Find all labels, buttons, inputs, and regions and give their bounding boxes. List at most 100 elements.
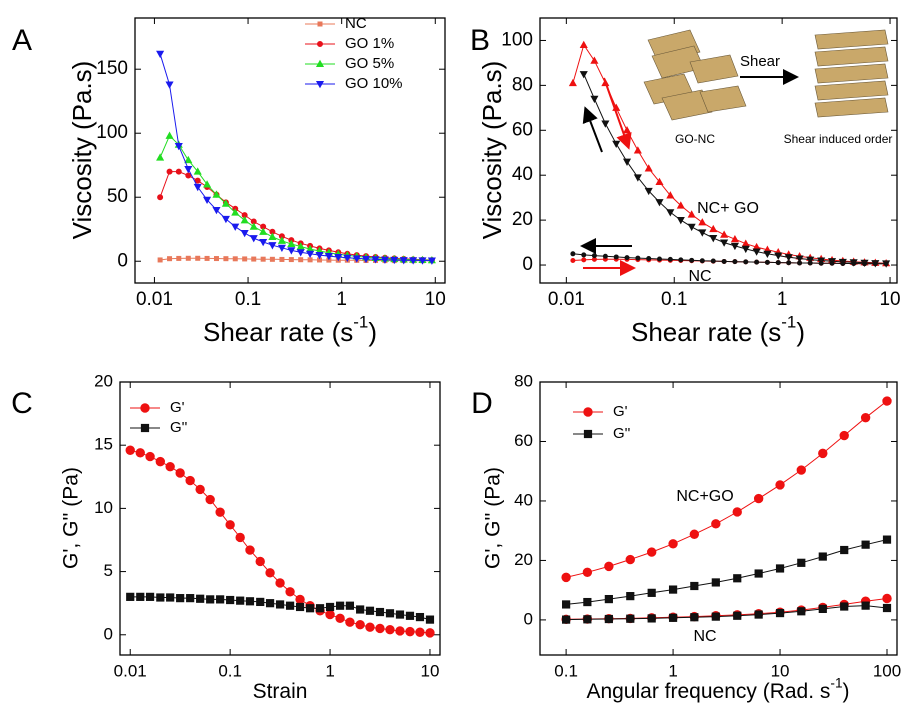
marker: [245, 545, 255, 555]
marker: [861, 601, 870, 610]
y-axis-label: Viscosity (Pa.s): [67, 61, 97, 240]
legend-label: G': [613, 403, 628, 420]
marker: [699, 258, 705, 264]
marker: [249, 222, 258, 230]
y-tick-label: 0: [104, 624, 113, 643]
marker: [415, 627, 425, 637]
marker: [185, 255, 191, 261]
marker: [818, 552, 827, 561]
marker: [622, 158, 632, 166]
marker: [249, 235, 258, 243]
marker: [195, 484, 205, 495]
annotation: NC+GO: [676, 488, 733, 505]
marker: [646, 256, 652, 262]
x-axis-label-part: Angular frequency (Rad. s: [586, 680, 830, 703]
y-tick-label: 0: [522, 254, 533, 275]
x-axis-label: Angular frequency (Rad. s-1): [586, 675, 849, 702]
marker: [763, 250, 772, 259]
marker: [212, 206, 221, 215]
marker: [126, 592, 135, 601]
marker: [562, 615, 571, 624]
marker: [375, 607, 385, 617]
marker: [365, 622, 375, 632]
marker: [167, 256, 173, 262]
marker: [786, 260, 792, 266]
marker: [687, 210, 696, 218]
marker: [872, 261, 878, 267]
marker: [427, 257, 436, 265]
plot-frame: [539, 17, 898, 284]
x-axis-label-part: ): [843, 680, 850, 703]
y-tick-label: 100: [96, 122, 128, 143]
marker: [710, 258, 716, 264]
marker: [656, 256, 662, 262]
marker: [213, 256, 219, 262]
annotation: NC+ GO: [697, 200, 759, 217]
marker: [862, 261, 868, 267]
marker: [840, 260, 846, 266]
marker: [733, 611, 742, 620]
marker: [166, 168, 173, 175]
series-line: [566, 605, 888, 621]
marker: [754, 259, 760, 265]
marker: [721, 258, 727, 264]
marker: [174, 142, 183, 151]
marker: [317, 21, 323, 27]
marker: [583, 597, 592, 607]
marker: [784, 254, 793, 262]
x-axis-label-part: -1: [781, 313, 796, 332]
annotation: NC: [693, 628, 716, 645]
marker: [570, 251, 576, 257]
marker: [288, 257, 294, 263]
marker: [818, 448, 828, 459]
marker: [325, 602, 335, 612]
marker: [296, 242, 305, 250]
marker: [579, 40, 588, 49]
marker: [343, 254, 352, 263]
x-tick-label: 10: [879, 289, 900, 310]
marker: [215, 507, 225, 517]
marker: [185, 475, 195, 486]
marker: [568, 78, 577, 87]
x-tick-label: 1: [777, 289, 788, 310]
marker: [626, 614, 635, 623]
marker: [306, 250, 315, 259]
panel-label: C: [11, 387, 33, 420]
marker: [287, 247, 296, 255]
annotation: GO-NC: [675, 132, 715, 146]
x-axis-label-part: Strain: [253, 680, 308, 703]
marker: [711, 519, 721, 529]
marker: [335, 601, 345, 610]
marker: [277, 244, 286, 253]
marker: [655, 199, 664, 207]
y-tick-label: 40: [514, 490, 533, 509]
legend-label: GO 10%: [345, 75, 403, 92]
marker: [240, 230, 249, 238]
marker: [231, 223, 240, 231]
x-axis-label-part: -1: [830, 675, 842, 690]
marker: [583, 429, 593, 439]
panel: D 0 20 40 60 80 0.1 1 10 100 G', G'' (Pa) Angular f…: [471, 371, 901, 702]
x-tick-label: 0.1: [661, 289, 687, 310]
marker: [315, 80, 325, 89]
marker: [345, 601, 355, 610]
marker: [602, 253, 608, 259]
marker: [277, 236, 286, 244]
marker: [184, 155, 193, 164]
marker: [166, 593, 175, 602]
annotation: Shear: [740, 53, 780, 70]
marker: [676, 201, 685, 209]
marker: [206, 595, 215, 604]
marker: [754, 569, 763, 578]
marker: [255, 556, 265, 567]
marker: [687, 223, 696, 232]
y-tick-label: 0: [524, 609, 533, 628]
marker: [145, 451, 155, 462]
marker: [604, 614, 613, 624]
marker: [622, 126, 632, 134]
x-axis-label-part: ): [796, 317, 805, 347]
y-tick-label: 80: [514, 371, 533, 390]
x-tick-label: 0.01: [136, 289, 173, 310]
marker: [175, 468, 185, 478]
marker: [296, 249, 305, 257]
